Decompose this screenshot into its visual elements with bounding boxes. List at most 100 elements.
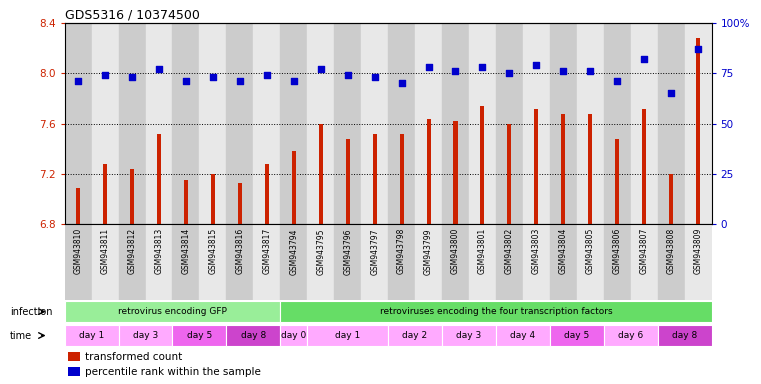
Point xyxy=(342,72,354,78)
Text: GSM943805: GSM943805 xyxy=(586,228,595,275)
Bar xyxy=(334,224,361,300)
Point xyxy=(207,74,219,80)
Text: day 0: day 0 xyxy=(281,331,307,340)
Bar xyxy=(119,325,173,346)
Bar xyxy=(65,325,119,346)
Bar xyxy=(696,38,700,224)
Text: GSM943802: GSM943802 xyxy=(505,228,514,274)
Text: GSM943816: GSM943816 xyxy=(235,228,244,274)
Bar xyxy=(238,183,242,224)
Bar xyxy=(685,23,712,224)
Bar xyxy=(577,224,603,300)
Text: GSM943804: GSM943804 xyxy=(559,228,568,275)
Bar xyxy=(550,23,577,224)
Bar xyxy=(658,224,685,300)
Point xyxy=(314,66,326,73)
Text: day 8: day 8 xyxy=(672,331,697,340)
Bar xyxy=(65,23,91,224)
Point xyxy=(503,70,515,76)
Bar xyxy=(76,188,80,224)
Bar xyxy=(253,23,280,224)
Bar xyxy=(68,367,80,376)
Text: GSM943800: GSM943800 xyxy=(451,228,460,275)
Bar xyxy=(603,325,658,346)
Bar xyxy=(685,224,712,300)
Point xyxy=(99,72,111,78)
Bar xyxy=(631,224,658,300)
Text: GSM943794: GSM943794 xyxy=(289,228,298,275)
Bar xyxy=(227,325,280,346)
Point xyxy=(180,78,192,84)
Text: day 1: day 1 xyxy=(79,331,104,340)
Bar xyxy=(469,23,496,224)
Bar xyxy=(454,121,457,224)
Bar xyxy=(65,301,280,323)
Text: day 4: day 4 xyxy=(511,331,536,340)
Bar xyxy=(68,352,80,361)
Bar xyxy=(291,151,296,224)
Bar xyxy=(496,224,523,300)
Point xyxy=(584,68,597,74)
Bar xyxy=(157,134,161,224)
Bar xyxy=(577,23,603,224)
Bar xyxy=(480,106,485,224)
Text: retrovirus encoding GFP: retrovirus encoding GFP xyxy=(118,307,227,316)
Text: GSM943814: GSM943814 xyxy=(181,228,190,274)
Point xyxy=(126,74,139,80)
Bar xyxy=(173,23,199,224)
Bar xyxy=(119,23,145,224)
Bar xyxy=(658,325,712,346)
Text: GSM943812: GSM943812 xyxy=(128,228,136,274)
Bar xyxy=(91,224,119,300)
Bar xyxy=(211,174,215,224)
Bar xyxy=(523,224,550,300)
Bar xyxy=(642,109,646,224)
Bar xyxy=(173,325,227,346)
Text: GSM943809: GSM943809 xyxy=(693,228,702,275)
Point xyxy=(557,68,569,74)
Bar xyxy=(631,23,658,224)
Text: day 3: day 3 xyxy=(457,331,482,340)
Bar xyxy=(603,23,631,224)
Text: GDS5316 / 10374500: GDS5316 / 10374500 xyxy=(65,9,199,22)
Point xyxy=(261,72,273,78)
Bar xyxy=(145,224,173,300)
Bar xyxy=(91,23,119,224)
Bar xyxy=(227,224,253,300)
Bar xyxy=(65,224,91,300)
Bar xyxy=(508,124,511,224)
Bar xyxy=(307,224,334,300)
Bar xyxy=(265,164,269,224)
Bar xyxy=(373,134,377,224)
Text: GSM943795: GSM943795 xyxy=(317,228,325,275)
Bar xyxy=(173,224,199,300)
Bar xyxy=(227,23,253,224)
Bar xyxy=(469,224,496,300)
Bar xyxy=(603,224,631,300)
Bar xyxy=(307,325,388,346)
Point xyxy=(234,78,246,84)
Bar xyxy=(442,325,496,346)
Point xyxy=(450,68,462,74)
Bar xyxy=(550,325,603,346)
Text: day 6: day 6 xyxy=(618,331,643,340)
Bar xyxy=(534,109,538,224)
Point xyxy=(611,78,623,84)
Bar xyxy=(388,23,415,224)
Bar xyxy=(361,23,388,224)
Bar xyxy=(588,114,592,224)
Bar xyxy=(345,139,350,224)
Bar xyxy=(280,301,712,323)
Text: day 1: day 1 xyxy=(335,331,360,340)
Bar xyxy=(280,23,307,224)
Bar xyxy=(253,224,280,300)
Text: GSM943811: GSM943811 xyxy=(100,228,110,274)
Bar xyxy=(496,325,550,346)
Bar xyxy=(496,23,523,224)
Point xyxy=(422,64,435,70)
Bar xyxy=(280,224,307,300)
Bar xyxy=(415,224,442,300)
Text: transformed count: transformed count xyxy=(85,352,183,362)
Text: time: time xyxy=(10,331,32,341)
Bar xyxy=(426,119,431,224)
